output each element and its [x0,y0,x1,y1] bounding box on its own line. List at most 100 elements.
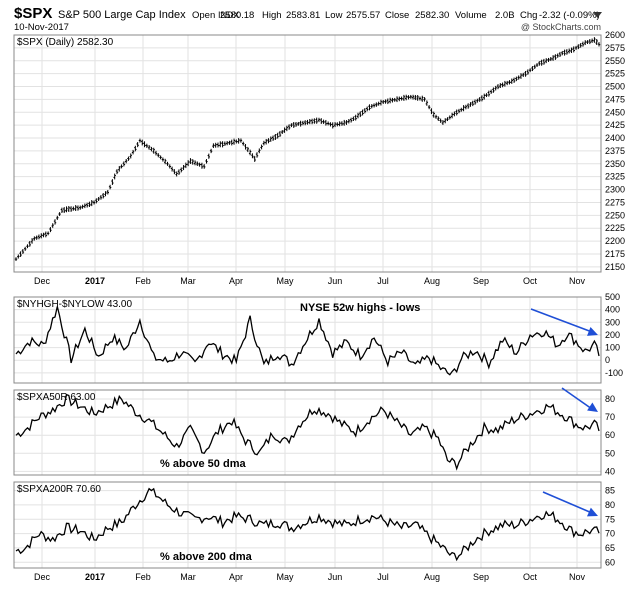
nyhgh-nylow-panel: -100 0 100 200 300 400 500 $NYHGH-$NYLOW 43.00 N… [13,292,623,384]
low-label: Low [325,10,343,21]
chg-value: -2.32 (-0.09%) [539,10,600,21]
annotation-label: NYSE 52w highs - lows [300,302,420,314]
series-line [15,306,600,376]
x-tick-label-top: Sep [473,276,489,286]
y-tick-label: 2500 [605,82,625,92]
exchange: INDX [218,10,240,20]
x-tick-label-top: Mar [180,276,196,286]
y-tick-label: 2350 [605,159,625,169]
y-tick-label: 200 [605,330,620,340]
downtrend-arrow [542,491,593,514]
y-tick-label: 80 [605,500,615,510]
x-tick-label-top: Apr [229,276,243,286]
y-tick-label: 2300 [605,185,625,195]
brand-credit: @ StockCharts.com [521,22,601,32]
y-tick-label: 2225 [605,223,625,233]
close-label: Close [385,10,409,21]
y-tick-label: 2450 [605,107,625,117]
annotation-label: % above 50 dma [160,458,246,470]
y-tick-label: 2600 [605,30,625,40]
x-tick-label-top: Feb [135,276,151,286]
volume-label: Volume [455,10,487,21]
series-line [15,393,600,471]
y-tick-label: 2425 [605,120,625,130]
y-tick-label: 70 [605,412,615,422]
x-tick-label-bottom: Apr [229,572,243,582]
x-tick-label-bottom: Feb [135,572,151,582]
panel-frame [13,34,602,273]
y-tick-label: 2200 [605,236,625,246]
arrowhead-icon [587,326,598,336]
y-tick-label: 60 [605,430,615,440]
y-tick-label: 2250 [605,210,625,220]
legend-label: $SPX (Daily) 2582.30 [17,37,114,48]
y-tick-label: 300 [605,317,620,327]
y-tick-label: 2400 [605,133,625,143]
y-tick-label: 500 [605,292,620,302]
arrowhead-icon [587,507,598,517]
y-tick-label: 2325 [605,172,625,182]
y-tick-label: -100 [605,368,623,378]
high-value: 2583.81 [286,10,320,21]
y-tick-label: 2275 [605,197,625,207]
panel-frame [13,389,602,476]
chg-label: Chg [520,10,537,21]
y-tick-label: 75 [605,514,615,524]
spxa50r-panel: 40 50 60 70 80 $SPXA50R 63.00 % above 50 dma [13,387,615,476]
x-tick-label-top: 2017 [85,276,105,286]
annotation-label: % above 200 dma [160,551,253,563]
y-tick-label: 100 [605,343,620,353]
y-tick-label: 2550 [605,56,625,66]
symbol: $SPX [14,5,52,22]
open-label: Open [192,10,215,21]
x-tick-label-bottom: Oct [523,572,538,582]
close-value: 2582.30 [415,10,449,21]
y-tick-label: 65 [605,543,615,553]
x-tick-label-top: May [276,276,294,286]
volume-value: 2.0B [495,10,515,21]
y-tick-label: 2375 [605,146,625,156]
y-tick-label: 2150 [605,262,625,272]
triangle-down-icon[interactable] [593,12,602,18]
x-tick-label-top: Dec [34,276,51,286]
price-panel: 2150 2175 2200 2225 2250 2275 2300 2325 2350 2375… [13,30,625,273]
y-tick-label: 0 [605,355,610,365]
panel-frame [13,296,602,384]
y-tick-label: 60 [605,557,615,567]
panel-frame [13,481,602,569]
downtrend-arrow [530,308,593,333]
chart-date: 10-Nov-2017 [14,22,69,33]
y-tick-label: 40 [605,466,615,476]
y-tick-label: 2175 [605,249,625,259]
x-tick-label-bottom: Sep [473,572,489,582]
arrowhead-icon [587,402,598,412]
x-tick-label-bottom: 2017 [85,572,105,582]
spxa200r-panel: 60 65 70 75 80 85 $SPXA200R 70.60 % above 200 d… [13,481,615,569]
x-tick-label-top: Aug [424,276,440,286]
x-tick-label-top: Oct [523,276,538,286]
open-value: 2580.18 [220,10,254,21]
x-tick-label-bottom: Aug [424,572,440,582]
y-tick-label: 2475 [605,94,625,104]
downtrend-arrow [561,387,593,410]
legend-label: $NYHGH-$NYLOW 43.00 [17,299,132,310]
x-tick-label-bottom: May [276,572,294,582]
x-tick-label-bottom: Mar [180,572,196,582]
high-label: High [262,10,282,21]
index-name: S&P 500 Large Cap Index [58,9,186,21]
x-tick-label-bottom: Jul [377,572,389,582]
y-tick-label: 85 [605,486,615,496]
x-tick-label-top: Nov [569,276,586,286]
x-tick-label-top: Jun [328,276,343,286]
y-tick-label: 80 [605,394,615,404]
x-tick-label-top: Jul [377,276,389,286]
y-tick-label: 400 [605,305,620,315]
y-tick-label: 2525 [605,69,625,79]
y-tick-label: 50 [605,448,615,458]
x-tick-label-bottom: Jun [328,572,343,582]
y-tick-label: 2575 [605,43,625,53]
legend-label: $SPXA200R 70.60 [17,484,101,495]
y-tick-label: 70 [605,529,615,539]
